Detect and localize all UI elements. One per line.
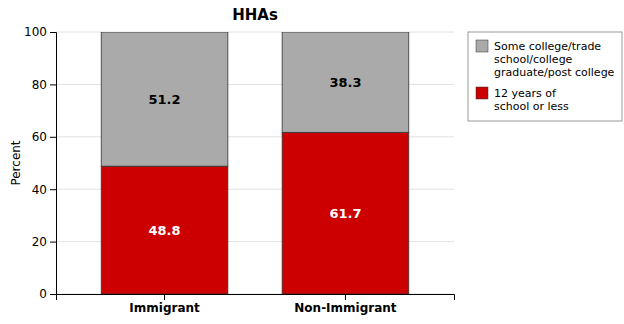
y-axis: 0 20 40 60 80 100: [24, 25, 56, 301]
axis-line: [57, 295, 455, 301]
tick: 80: [32, 78, 56, 92]
bar: [101, 32, 228, 166]
bar: [282, 132, 409, 294]
tick-label: Non-Immigrant: [294, 301, 397, 315]
tick: 0: [39, 287, 56, 301]
legend-frame: [468, 32, 622, 121]
tick-label: 20: [32, 235, 47, 249]
x-axis: Immigrant Non-Immigrant: [57, 294, 455, 315]
data-labels: 48.8 61.7 51.2 38.3: [149, 75, 362, 238]
tick: Immigrant: [129, 294, 200, 315]
legend-swatch: [476, 87, 488, 99]
data-label: 38.3: [329, 75, 361, 90]
data-label: 61.7: [329, 206, 361, 221]
axis-line: [50, 33, 57, 295]
tick-mark: [345, 294, 346, 300]
bar: [101, 166, 228, 294]
tick-label: 60: [32, 130, 47, 144]
tick: 100: [24, 25, 56, 39]
data-label: 51.2: [149, 92, 181, 107]
tick: 60: [32, 130, 56, 144]
legend-label: 12 years ofschool or less: [494, 87, 569, 113]
title: HHAs: [232, 6, 278, 24]
chart: 48.8 61.7 51.2 38.3 0 20 40 60 80 100 Immigrant Non…: [0, 0, 624, 324]
tick: Non-Immigrant: [294, 294, 397, 315]
tick-label: 100: [24, 25, 47, 39]
tick: 20: [32, 235, 56, 249]
legend-swatch: [476, 40, 488, 52]
data-label: 48.8: [149, 223, 181, 238]
legend-label: Some college/tradeschool/collegegraduate…: [494, 40, 615, 79]
tick-mark: [50, 294, 56, 295]
tick-label: 0: [39, 287, 47, 301]
grid: [56, 32, 454, 294]
tick-label: 40: [32, 183, 47, 197]
legend-item: 12 years ofschool or less: [476, 87, 569, 113]
tick-label: 80: [32, 78, 47, 92]
bar: [282, 32, 409, 132]
tick-mark: [50, 32, 56, 33]
legend-item: Some college/tradeschool/collegegraduate…: [476, 40, 615, 79]
legend: Some college/tradeschool/collegegraduate…: [468, 32, 622, 121]
tick-mark: [50, 84, 56, 85]
tick-mark: [50, 137, 56, 138]
tick-label: Immigrant: [129, 301, 200, 315]
axis-title: Percent: [9, 140, 23, 185]
tick: 40: [32, 183, 56, 197]
bars: [101, 32, 409, 294]
plot: 48.8 61.7 51.2 38.3 0 20 40 60 80 100 Immigrant Non…: [24, 25, 454, 314]
tick-mark: [164, 294, 165, 300]
tick-mark: [50, 242, 56, 243]
tick-mark: [50, 189, 56, 190]
